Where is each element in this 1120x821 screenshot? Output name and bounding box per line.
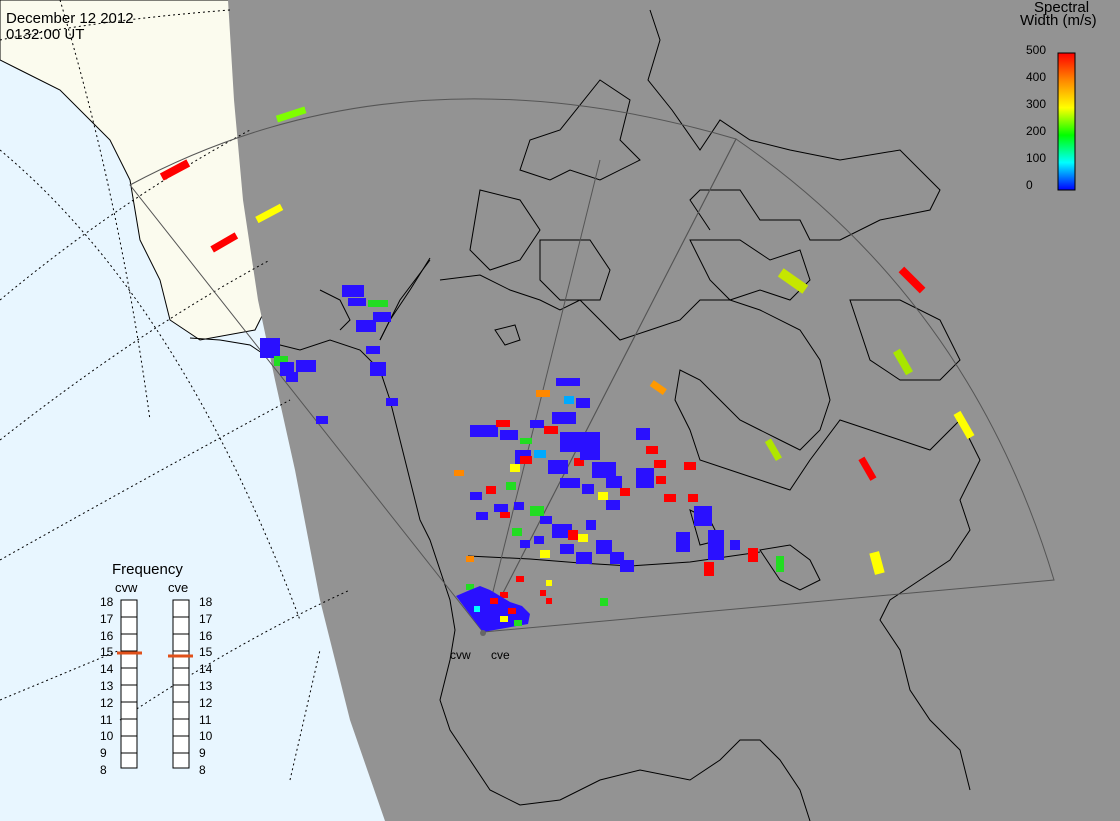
time-label: 0132:00 UT	[6, 26, 85, 43]
colorbar-tick-label: 0	[1026, 178, 1033, 192]
frequency-scales	[120, 599, 190, 769]
cve-scale-label: 11	[199, 712, 212, 727]
colorbar-tick-label: 500	[1026, 43, 1047, 57]
cvw-scale-label: 17	[100, 611, 114, 626]
cvw-scale-label: 16	[100, 628, 114, 643]
date-label: December 12 2012	[6, 10, 134, 27]
geo-grid	[0, 0, 351, 781]
colorbar-title-line1: Spectral	[1034, 0, 1090, 16]
borders	[379, 257, 761, 567]
cve-scale-label: 9	[199, 746, 206, 761]
cve-scale-label: 12	[199, 695, 213, 710]
cvw-scale-label: 14	[100, 662, 114, 677]
colorbar-tick-label: 400	[1026, 70, 1047, 84]
colorbar-tick-label: 100	[1026, 151, 1047, 165]
cvw-scale-label: 8	[100, 763, 107, 777]
radar-site-marker	[480, 630, 486, 636]
colorbar-title-line2: Width (m/s)	[1020, 12, 1097, 29]
cvw-scale-label: 13	[100, 679, 114, 693]
cvw-scale-label: 9	[100, 746, 107, 761]
radar-site-label-cve: cve	[491, 648, 510, 662]
frequency-radar-cvw: cvw	[115, 580, 138, 595]
cve-scale-label: 8	[199, 763, 206, 777]
cvw-scale-label: 15	[100, 645, 114, 660]
cve-scale-label: 17	[199, 611, 213, 626]
radar-site-label-cvw: cvw	[450, 648, 471, 662]
coastlines	[189, 9, 981, 821]
frequency-radar-cve: cve	[168, 580, 189, 595]
cve-scale-label: 10	[199, 729, 213, 744]
colorbar-tick-label: 200	[1026, 124, 1047, 138]
cvw-scale-label: 10	[100, 729, 114, 744]
cve-scale-label: 13	[199, 679, 213, 693]
frequency-title: Frequency	[112, 561, 183, 578]
cvw-scale-label: 12	[100, 695, 114, 710]
night-region	[228, 0, 1120, 821]
colorbar-tick-label: 300	[1026, 97, 1047, 111]
cve-scale-label: 18	[199, 595, 213, 609]
echo-cells	[159, 106, 975, 632]
cve-scale-label: 16	[199, 628, 213, 643]
cve-scale-label: 14	[199, 662, 213, 677]
cvw-scale-label: 18	[100, 595, 114, 609]
cve-scale-label: 15	[199, 645, 213, 660]
cvw-scale-label: 11	[100, 712, 113, 727]
colorbar	[1057, 52, 1076, 191]
